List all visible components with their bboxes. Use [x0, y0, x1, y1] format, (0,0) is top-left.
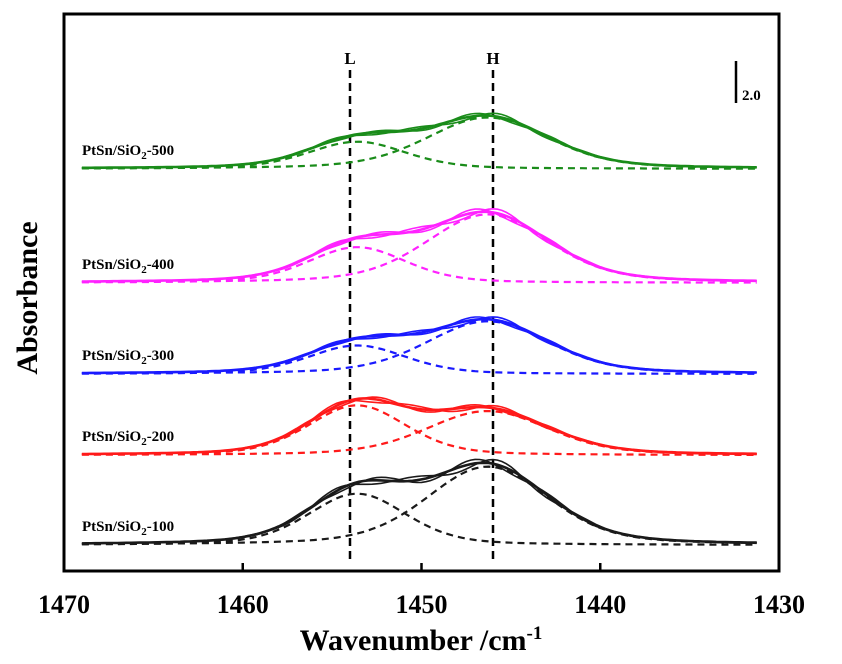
series-label: PtSn/SiO2-200: [82, 429, 174, 448]
series-PtSn/SiO2-300: [81, 316, 757, 375]
component-low: [81, 404, 757, 456]
component-high: [81, 465, 757, 546]
measured-trace: [81, 207, 757, 283]
x-axis-title: Wavenumber /cm-1: [300, 623, 543, 657]
measured-trace: [81, 458, 757, 545]
series-label: PtSn/SiO2-500: [82, 143, 174, 162]
fitted-sum: [81, 461, 757, 545]
measured-trace: [81, 112, 757, 169]
series-PtSn/SiO2-100: [81, 458, 757, 546]
x-axis-title-sup: -1: [527, 623, 543, 644]
component-high: [81, 213, 757, 284]
x-tick-label: 1450: [396, 590, 448, 619]
series-labels: PtSn/SiO2-100 PtSn/SiO2-200 PtSn/SiO2-300 P…: [82, 143, 174, 538]
series-label: PtSn/SiO2-100: [82, 519, 174, 538]
fitted-sum: [81, 210, 757, 283]
y-axis-title: Absorbance: [11, 221, 44, 374]
scale-bar: 2.0: [734, 61, 761, 104]
x-axis-ticks: 1470 1460 1450 1440 1430: [38, 563, 805, 619]
measured-trace: [81, 316, 757, 374]
measured-trace: [81, 396, 757, 455]
marker-label-H: H: [486, 49, 499, 68]
series-label: PtSn/SiO2-400: [82, 257, 174, 276]
series-label: PtSn/SiO2-300: [82, 348, 174, 367]
series-PtSn/SiO2-500: [81, 112, 757, 170]
x-tick-label: 1460: [217, 590, 269, 619]
scale-bar-label: 2.0: [742, 88, 761, 104]
x-tick-label: 1470: [38, 590, 90, 619]
series-layer: [81, 112, 757, 546]
plot-frame: [62, 12, 781, 573]
component-high: [81, 116, 757, 170]
x-tick-label: 1430: [753, 590, 805, 619]
x-axis-title-main: Wavenumber /cm: [300, 624, 527, 657]
component-high: [81, 410, 757, 456]
x-tick-label: 1440: [574, 590, 626, 619]
measured-trace: [81, 208, 757, 283]
component-high: [81, 320, 757, 375]
measured-trace: [81, 458, 757, 545]
series-PtSn/SiO2-200: [81, 396, 757, 456]
marker-label-L: L: [344, 49, 355, 68]
component-low: [81, 492, 757, 546]
series-PtSn/SiO2-400: [81, 207, 757, 284]
